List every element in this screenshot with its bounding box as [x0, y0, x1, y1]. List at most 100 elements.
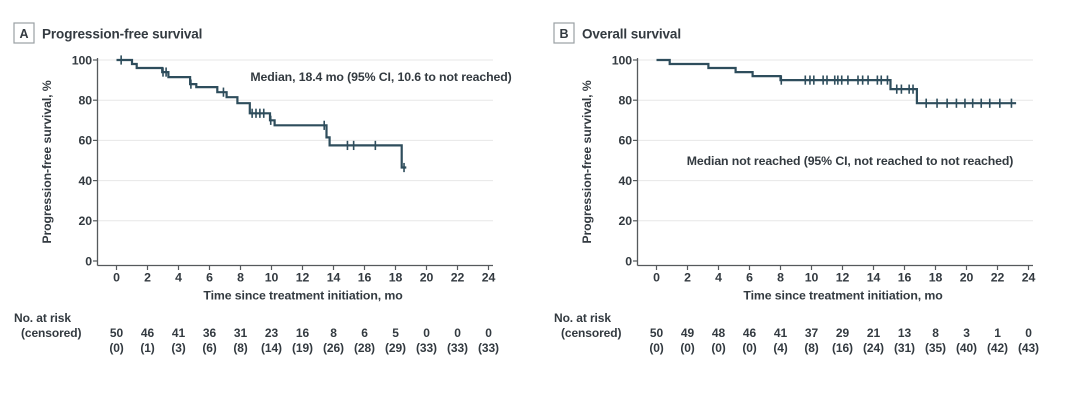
y-tick-label: 60 — [79, 134, 93, 148]
x-tick-label: 18 — [929, 271, 943, 285]
risk-at-risk-value: 50 — [650, 326, 664, 340]
x-tick-label: 0 — [113, 271, 120, 285]
panel-letter-box — [553, 22, 575, 44]
risk-at-risk-value: 41 — [172, 326, 186, 340]
y-tick-label: 0 — [625, 254, 632, 268]
x-tick-label: 18 — [389, 271, 403, 285]
x-axis-title: Time since treatment initiation, mo — [743, 289, 943, 303]
median-annotation: Median, 18.4 mo (95% CI, 10.6 to not rea… — [250, 70, 511, 84]
x-tick-label: 2 — [144, 271, 151, 285]
risk-censored-value: (35) — [925, 341, 946, 355]
km-curve — [656, 58, 1017, 105]
risk-at-risk-value: 41 — [774, 326, 788, 340]
y-tick-label: 20 — [79, 214, 93, 228]
risk-at-risk-value: 0 — [1025, 326, 1032, 340]
risk-at-risk-value: 37 — [805, 326, 819, 340]
risk-censored-value: (33) — [416, 341, 437, 355]
y-tick-label: 0 — [85, 254, 92, 268]
x-tick-label: 16 — [358, 271, 372, 285]
y-tick-label: 80 — [619, 94, 633, 108]
risk-censored-value: (8) — [233, 341, 247, 355]
risk-row-label: No. at risk — [14, 311, 71, 325]
x-tick-label: 4 — [715, 271, 722, 285]
risk-at-risk-value: 49 — [681, 326, 695, 340]
risk-censored-value: (19) — [292, 341, 313, 355]
risk-at-risk-value: 3 — [963, 326, 970, 340]
risk-at-risk-value: 46 — [141, 326, 155, 340]
y-tick-label: 80 — [79, 94, 93, 108]
risk-censored-value: (16) — [832, 341, 853, 355]
x-tick-label: 8 — [777, 271, 784, 285]
risk-at-risk-value: 36 — [203, 326, 217, 340]
x-tick-label: 8 — [237, 271, 244, 285]
risk-censored-value: (33) — [478, 341, 499, 355]
x-tick-label: 22 — [991, 271, 1005, 285]
x-tick-label: 2 — [684, 271, 691, 285]
risk-row-label: (censored) — [561, 326, 621, 340]
risk-at-risk-value: 13 — [898, 326, 912, 340]
risk-censored-value: (3) — [171, 341, 185, 355]
x-tick-label: 14 — [867, 271, 881, 285]
risk-at-risk-value: 16 — [296, 326, 310, 340]
risk-row-label: (censored) — [21, 326, 81, 340]
risk-at-risk-value: 48 — [712, 326, 726, 340]
y-axis-title: Progression-free survival, % — [40, 80, 54, 243]
risk-censored-value: (42) — [987, 341, 1008, 355]
y-tick-label: 100 — [72, 53, 92, 67]
risk-censored-value: (6) — [202, 341, 216, 355]
x-tick-label: 20 — [420, 271, 434, 285]
y-tick-label: 40 — [619, 174, 633, 188]
x-tick-label: 6 — [746, 271, 753, 285]
x-tick-label: 24 — [1022, 271, 1036, 285]
risk-censored-value: (29) — [385, 341, 406, 355]
risk-censored-value: (4) — [773, 341, 787, 355]
risk-at-risk-value: 29 — [836, 326, 850, 340]
x-tick-label: 24 — [482, 271, 496, 285]
panel-letter: B — [560, 27, 569, 41]
risk-at-risk-value: 5 — [392, 326, 399, 340]
x-tick-label: 16 — [898, 271, 912, 285]
risk-at-risk-value: 0 — [454, 326, 461, 340]
risk-censored-value: (0) — [649, 341, 663, 355]
risk-at-risk-value: 8 — [330, 326, 337, 340]
risk-censored-value: (0) — [680, 341, 694, 355]
risk-censored-value: (33) — [447, 341, 468, 355]
risk-at-risk-value: 0 — [423, 326, 430, 340]
risk-censored-value: (43) — [1018, 341, 1039, 355]
x-tick-label: 14 — [327, 271, 341, 285]
risk-at-risk-value: 46 — [743, 326, 757, 340]
risk-censored-value: (26) — [323, 341, 344, 355]
y-tick-label: 40 — [79, 174, 93, 188]
risk-censored-value: (0) — [742, 341, 756, 355]
risk-row-label: No. at risk — [554, 311, 611, 325]
x-tick-label: 6 — [206, 271, 213, 285]
risk-at-risk-value: 0 — [485, 326, 492, 340]
risk-at-risk-value: 21 — [867, 326, 881, 340]
x-tick-label: 10 — [265, 271, 279, 285]
risk-censored-value: (31) — [894, 341, 915, 355]
y-axis-title: Progression-free survival, % — [580, 80, 594, 243]
risk-censored-value: (40) — [956, 341, 977, 355]
x-tick-label: 22 — [451, 271, 465, 285]
risk-censored-value: (28) — [354, 341, 375, 355]
risk-at-risk-value: 6 — [361, 326, 368, 340]
panel-title: Progression-free survival — [42, 27, 202, 42]
risk-censored-value: (0) — [109, 341, 123, 355]
risk-at-risk-value: 8 — [932, 326, 939, 340]
x-tick-label: 0 — [653, 271, 660, 285]
median-annotation: Median not reached (95% CI, not reached … — [687, 154, 1014, 168]
y-tick-label: 60 — [619, 134, 633, 148]
risk-censored-value: (24) — [863, 341, 884, 355]
x-axis-title: Time since treatment initiation, mo — [203, 289, 403, 303]
risk-censored-value: (1) — [140, 341, 154, 355]
risk-at-risk-value: 1 — [994, 326, 1001, 340]
y-tick-label: 100 — [612, 53, 632, 67]
x-tick-label: 12 — [296, 271, 310, 285]
x-tick-label: 20 — [960, 271, 974, 285]
risk-at-risk-value: 50 — [110, 326, 124, 340]
x-tick-label: 10 — [805, 271, 819, 285]
risk-censored-value: (0) — [711, 341, 725, 355]
